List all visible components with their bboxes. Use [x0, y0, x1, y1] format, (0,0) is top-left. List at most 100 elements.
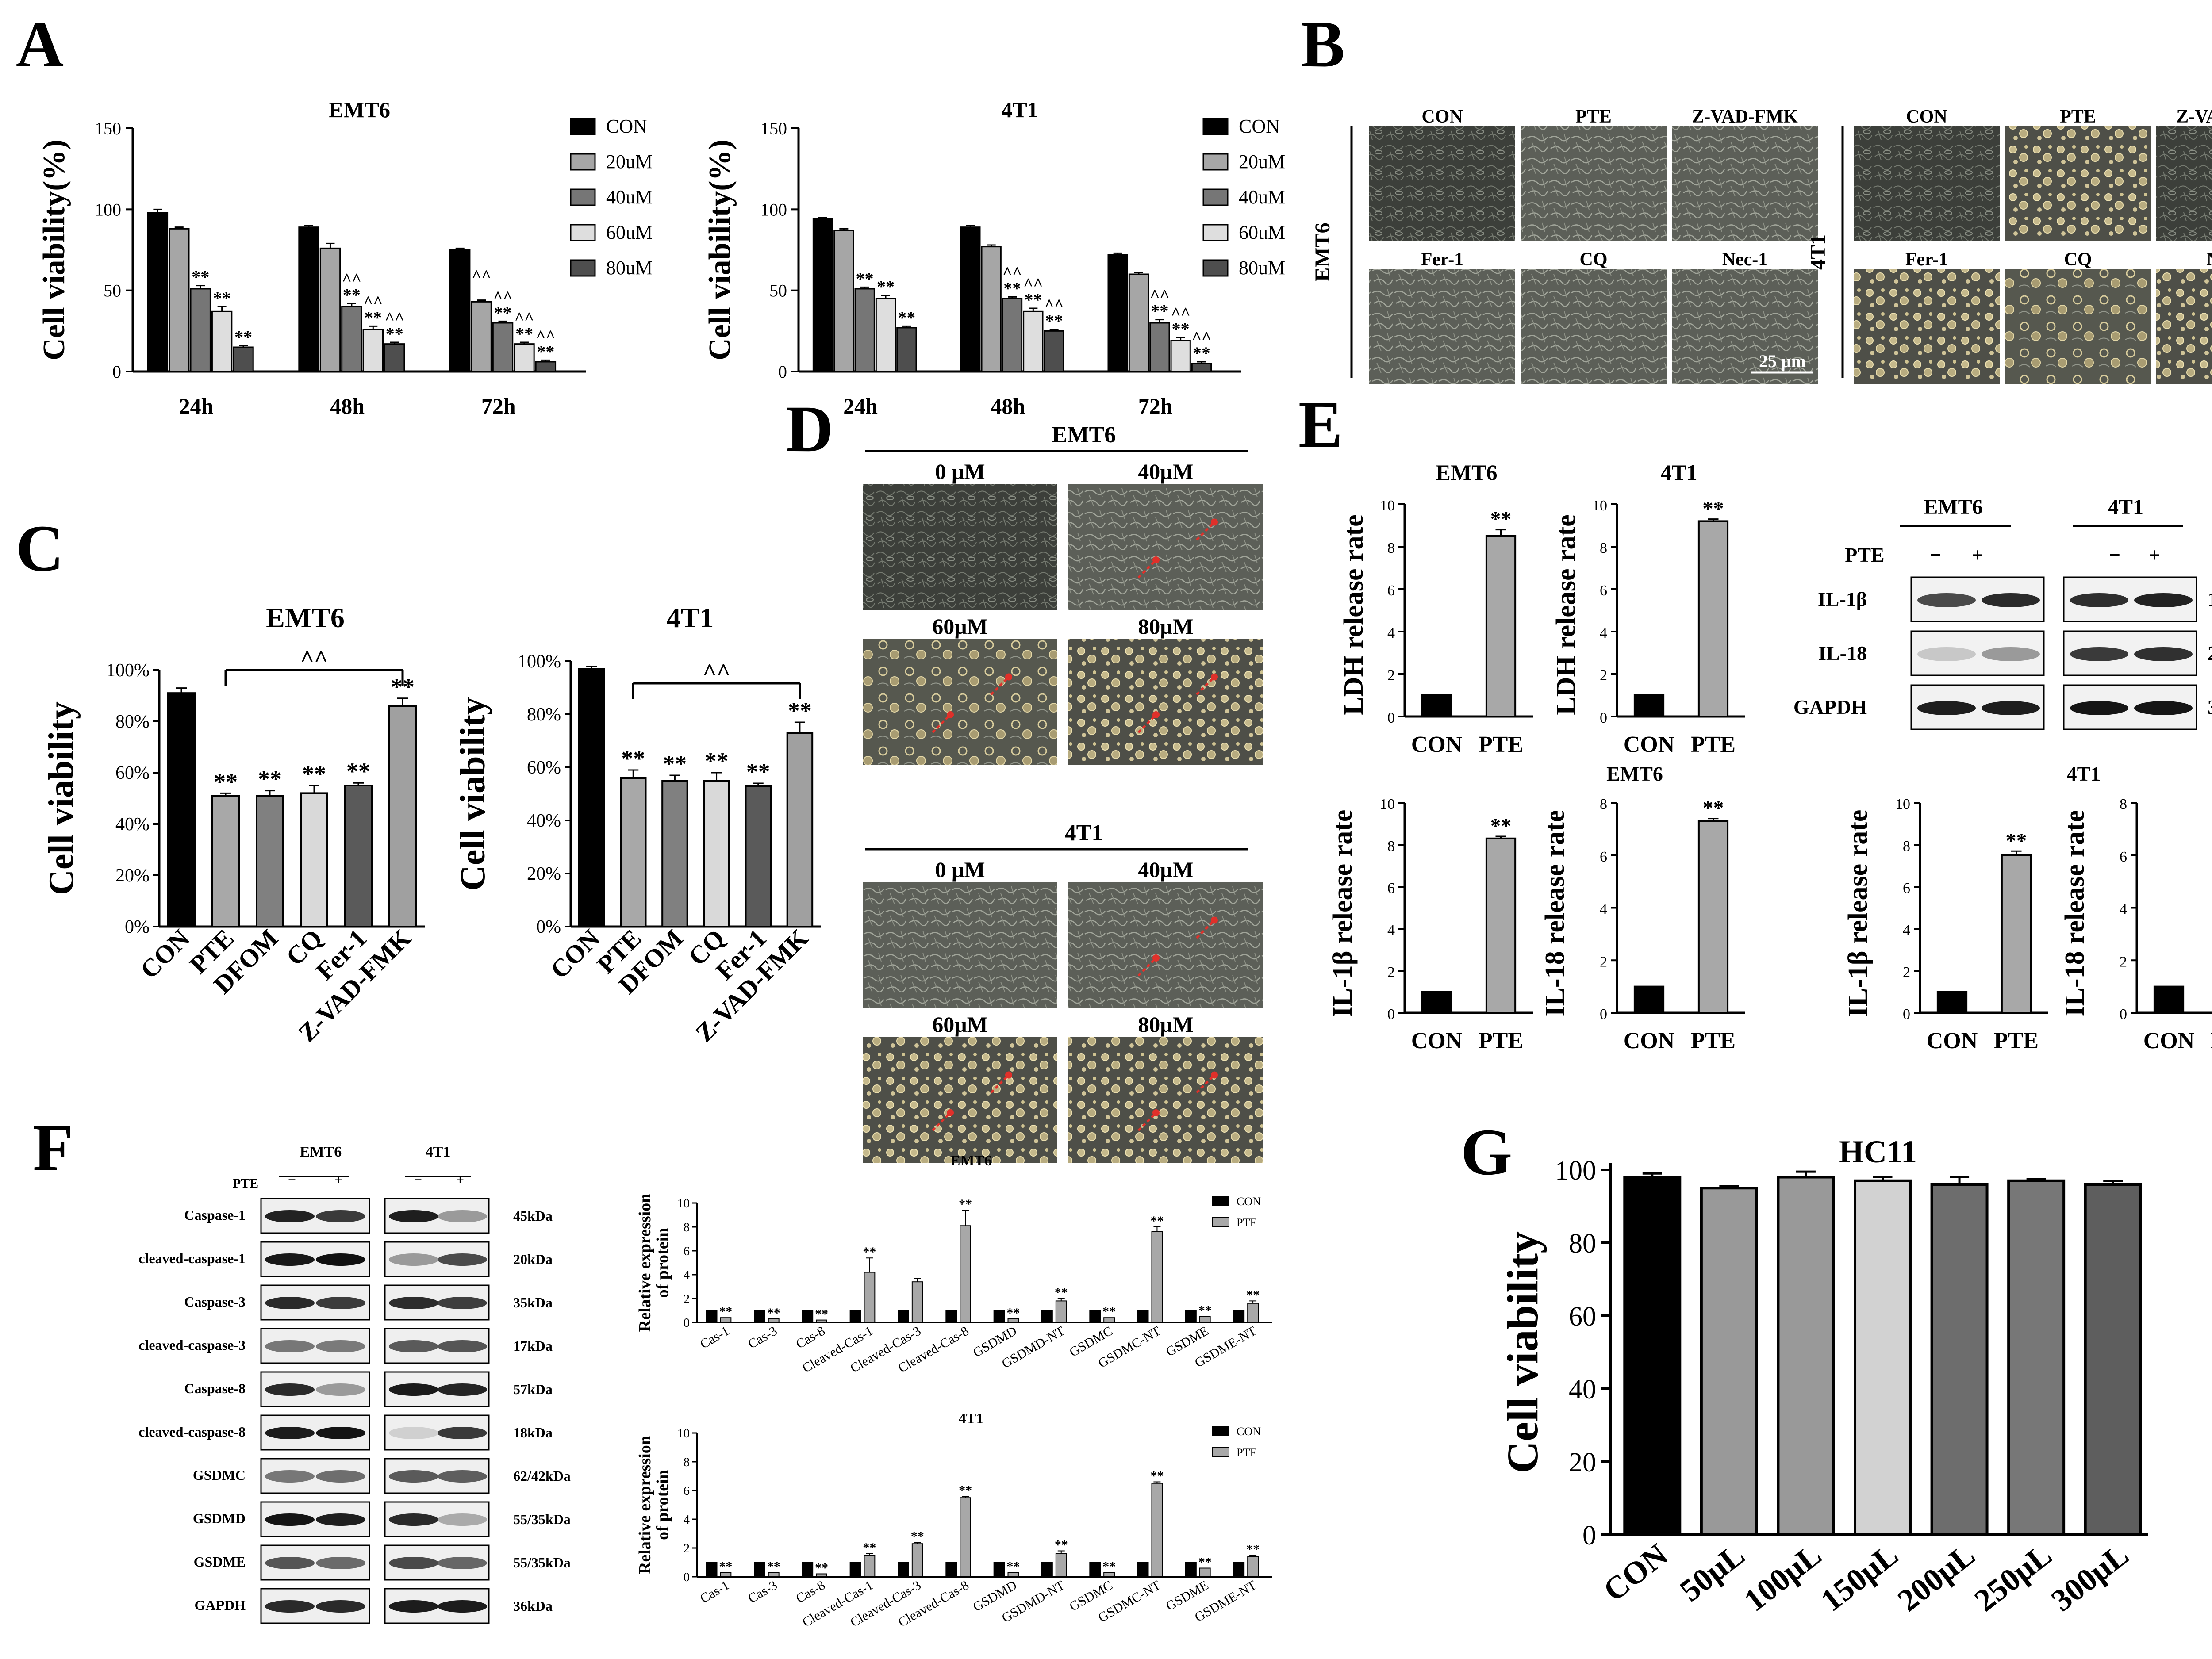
y-tick-label: 100 [95, 199, 121, 219]
x-tick-label: 48h [991, 394, 1025, 418]
blot-band [438, 1470, 487, 1483]
arrow-marker [1196, 521, 1215, 541]
legend-label: 60uM [1239, 222, 1285, 243]
y-tick-label: 2 [684, 1542, 690, 1556]
blot-band [316, 1340, 365, 1352]
y-tick-label: 10 [1380, 796, 1395, 812]
molecular-weight-label: 17kDa [513, 1338, 553, 1354]
chart-title: HC11 [1839, 1134, 1917, 1169]
blot-band [389, 1513, 438, 1526]
significance-mark: ** [302, 761, 326, 787]
y-tick-label: 2 [684, 1292, 690, 1306]
arrow-head [1152, 556, 1160, 563]
micrograph [2005, 269, 2151, 384]
significance-mark: ** [621, 745, 645, 772]
x-tick-label: CON [1624, 1028, 1675, 1054]
bar [169, 228, 190, 372]
panel-letter-e: E [1298, 388, 1343, 461]
bar [167, 692, 196, 927]
y-tick-label: 6 [1600, 582, 1607, 599]
y-tick-label: 0% [125, 917, 150, 937]
treatment-sign: + [1972, 544, 1983, 566]
blot-column-label: 4T1 [2108, 495, 2143, 519]
legend-swatch [1212, 1447, 1229, 1457]
micrograph [1068, 1037, 1263, 1163]
significance-mark: ** [1490, 814, 1512, 838]
chart-title: EMT6 [329, 97, 390, 122]
significance-mark: ** [863, 1540, 876, 1555]
cell-line-label: EMT6 [1052, 422, 1116, 448]
bar-con [993, 1562, 1005, 1577]
y-tick-label: 60% [527, 758, 561, 778]
treatment-label: PTE [1845, 544, 1884, 566]
legend-swatch [1202, 153, 1229, 171]
significance-mark: ** [863, 1245, 876, 1259]
blot-band [265, 1557, 315, 1569]
significance-mark: ** [719, 1304, 732, 1319]
micrograph [1672, 269, 1818, 384]
arrow-head [1211, 916, 1218, 924]
bar-pte [864, 1272, 876, 1323]
blot-band [438, 1383, 487, 1396]
micrograph-label: 60μM [932, 1012, 988, 1037]
bar-con [1041, 1310, 1053, 1323]
cell-line-label: 4T1 [1065, 820, 1103, 846]
chart-e-il-0: IL-1β release rate 0 2 4 6 8 10 CON ** PTE [1328, 796, 1533, 1054]
x-tick-label: Cas-8 [794, 1323, 828, 1352]
micrograph-label: Fer-1 [1421, 249, 1463, 270]
bar-pte [1199, 1567, 1211, 1577]
x-tick-label: PTE [1479, 732, 1523, 757]
blot-band [389, 1253, 438, 1266]
bar [1023, 310, 1044, 372]
x-tick-label: 250μL [1968, 1537, 2058, 1618]
panel-letter-b: B [1301, 8, 1345, 81]
blot-row-label: GAPDH [1793, 696, 1867, 718]
legend-label: PTE [1237, 1216, 1257, 1229]
blot-band [265, 1427, 315, 1439]
bar-con [802, 1310, 814, 1323]
y-tick-label: 0 [684, 1316, 690, 1330]
significance-mark: ** [719, 1559, 732, 1574]
y-tick-label: 40 [1569, 1375, 1596, 1405]
blot-band [316, 1297, 365, 1309]
bar-con [1233, 1562, 1245, 1577]
blot-band [265, 1297, 315, 1309]
blot-band [1917, 593, 1976, 607]
bar-pte [960, 1225, 972, 1323]
bar [211, 795, 240, 927]
x-tick-label: Cas-3 [745, 1578, 780, 1606]
blot-band [389, 1600, 438, 1613]
y-tick-label: 0 [1600, 710, 1607, 726]
significance-mark: ** [1172, 319, 1190, 339]
y-tick-label: 0% [536, 917, 561, 937]
significance-mark: ** [815, 1307, 828, 1322]
blot-band [389, 1427, 438, 1439]
molecular-weight-label: 36kDa [513, 1598, 553, 1614]
arrow-head [1152, 954, 1160, 962]
significance-mark: ** [1198, 1303, 1212, 1318]
significance-mark: ** [1024, 290, 1042, 310]
y-axis-label: of protein [653, 1228, 672, 1298]
chart-title: 4T1 [1660, 460, 1697, 485]
micrograph [863, 639, 1057, 765]
bar-pte [864, 1555, 876, 1577]
micrograph [1068, 882, 1263, 1008]
legend-label: 40uM [1239, 186, 1285, 208]
significance-mark: ** [1198, 1555, 1212, 1570]
bar [1044, 330, 1064, 372]
legend-swatch [570, 153, 596, 171]
legend-label: 80uM [606, 257, 653, 279]
bar-pte [720, 1572, 732, 1577]
y-tick-label: 2 [1387, 964, 1395, 981]
bar-con [706, 1562, 718, 1577]
y-axis-label: Cell viability [1498, 1231, 1547, 1473]
bar-con [802, 1562, 814, 1577]
blot-band [438, 1513, 487, 1526]
y-axis-label: IL-1β release rate [1843, 810, 1873, 1017]
y-tick-label: 4 [684, 1513, 690, 1527]
x-tick-label: 100μL [1737, 1537, 1828, 1618]
blot-band [2134, 701, 2193, 715]
bar-pte [768, 1572, 780, 1577]
bar-pte [816, 1573, 827, 1577]
